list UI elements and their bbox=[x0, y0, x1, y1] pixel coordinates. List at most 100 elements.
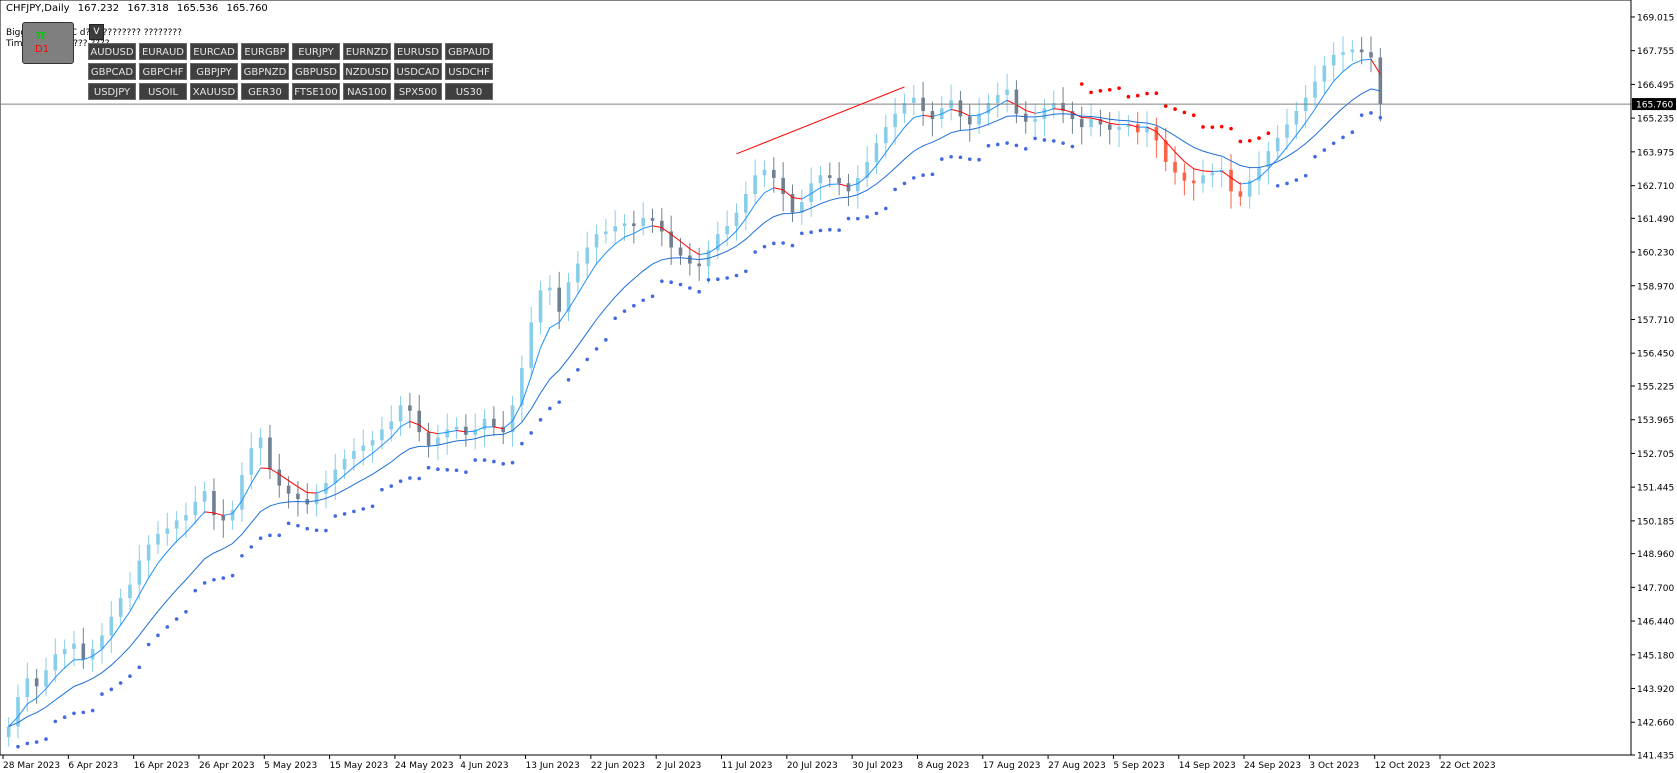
sar-dot-up bbox=[744, 269, 748, 274]
sar-dot-up bbox=[883, 206, 888, 211]
symbol-button-gbpnzd[interactable]: GBPNZD bbox=[241, 63, 289, 80]
fast-ma-segment bbox=[726, 230, 737, 241]
sar-dot-up bbox=[258, 536, 263, 541]
symbol-button-nzdusd[interactable]: NZDUSD bbox=[343, 63, 391, 80]
time-tick-label: 4 Jun 2023 bbox=[460, 761, 508, 771]
fast-ma-segment bbox=[801, 193, 812, 200]
symbol-button-euraud[interactable]: EURAUD bbox=[139, 43, 187, 60]
fast-ma-segment bbox=[1258, 168, 1269, 179]
candle-body bbox=[781, 177, 785, 194]
sar-dot-up bbox=[650, 294, 655, 299]
candle-body bbox=[482, 418, 487, 430]
sar-dot-up bbox=[286, 521, 291, 526]
fast-ma-segment bbox=[699, 252, 709, 256]
sar-dot-up bbox=[1303, 173, 1308, 178]
symbol-button-ger30[interactable]: GER30 bbox=[241, 83, 289, 100]
symbol-button-usdchf[interactable]: USDCHF bbox=[445, 63, 493, 80]
candle-body bbox=[426, 432, 431, 446]
symbol-button-eurnzd[interactable]: EURNZD bbox=[343, 43, 391, 60]
sar-dot-up bbox=[613, 316, 617, 321]
symbol-button-nas100[interactable]: NAS100 bbox=[343, 83, 391, 100]
candle-body bbox=[678, 247, 683, 256]
candle-body bbox=[1201, 175, 1205, 184]
price-tick-label: 155.225 bbox=[1637, 382, 1674, 392]
timeframe-box[interactable]: TF D1 bbox=[22, 22, 74, 64]
fast-ma-segment bbox=[558, 308, 569, 323]
close-price: 165.760 bbox=[226, 3, 268, 14]
symbol-button-spx500[interactable]: SPX500 bbox=[394, 83, 442, 100]
candle-body bbox=[464, 426, 468, 435]
symbol-button-usdcad[interactable]: USDCAD bbox=[394, 63, 442, 80]
symbol-buttons-panel: AUDUSD EURAUD EURCAD EURGBP EURJPY EURNZD EURU… bbox=[88, 43, 493, 100]
symbol-button-us30[interactable]: US30 bbox=[445, 83, 493, 100]
fast-ma-segment bbox=[568, 293, 579, 310]
symbol-button-usdjpy[interactable]: USDJPY bbox=[88, 83, 136, 100]
sar-dot-up bbox=[501, 462, 506, 466]
sar-dot-up bbox=[529, 431, 534, 435]
symbol-button-gbpchf[interactable]: GBPCHF bbox=[139, 63, 187, 80]
sar-dot-up bbox=[370, 504, 375, 509]
fast-ma-segment bbox=[17, 703, 28, 717]
symbol-button-eurusd[interactable]: EURUSD bbox=[394, 43, 442, 60]
candle-body bbox=[100, 635, 104, 649]
fast-ma-segment bbox=[465, 430, 476, 433]
candle-body bbox=[436, 437, 440, 446]
symbol-button-gbpcad[interactable]: GBPCAD bbox=[88, 63, 136, 80]
fast-ma-segment bbox=[1249, 177, 1260, 184]
fast-ma-segment bbox=[428, 431, 438, 435]
candle-body bbox=[893, 113, 897, 128]
sar-dot-up bbox=[1005, 141, 1009, 145]
sar-dot-up bbox=[1023, 147, 1028, 151]
symbol-button-audusd[interactable]: AUDUSD bbox=[88, 43, 136, 60]
candle-body bbox=[977, 113, 981, 125]
symbol-button-eurcad[interactable]: EURCAD bbox=[190, 43, 238, 60]
time-tick-label: 5 Sep 2023 bbox=[1113, 761, 1164, 771]
fast-ma-segment bbox=[1333, 71, 1344, 82]
fast-ma-segment bbox=[1100, 119, 1110, 124]
symbol-button-ftse100[interactable]: FTSE100 bbox=[292, 83, 340, 100]
fast-ma-segment bbox=[138, 577, 150, 595]
symbol-button-gbpusd[interactable]: GBPUSD bbox=[292, 63, 340, 80]
fast-ma-segment bbox=[1305, 108, 1316, 123]
candle-body bbox=[1070, 111, 1075, 120]
time-axis: 28 Mar 2023 6 Apr 2023 16 Apr 2023 26 Apr 2… bbox=[2, 755, 1496, 771]
price-tick-label: 146.440 bbox=[1637, 618, 1674, 628]
symbol-button-xauusd[interactable]: XAUUSD bbox=[190, 83, 238, 100]
timeframe-value: D1 bbox=[35, 44, 50, 55]
candle-body bbox=[184, 515, 188, 521]
candle-body bbox=[286, 485, 291, 494]
candle-body bbox=[809, 183, 813, 203]
symbol-button-usoil[interactable]: USOIL bbox=[139, 83, 187, 100]
fast-ma-segment bbox=[390, 426, 401, 438]
symbol-button-gbpaud[interactable]: GBPAUD bbox=[445, 43, 493, 60]
v-button[interactable]: V bbox=[89, 24, 104, 40]
sar-dot-up bbox=[762, 244, 767, 249]
candle-body bbox=[716, 234, 720, 251]
sar-dot-down bbox=[1098, 89, 1103, 93]
sar-dot-up bbox=[1350, 130, 1355, 135]
sar-dot-up bbox=[585, 357, 589, 362]
fast-ma-segment bbox=[530, 347, 542, 377]
fast-ma-segment bbox=[661, 227, 672, 235]
fast-ma-segment bbox=[540, 327, 551, 348]
price-tick-label: 167.755 bbox=[1637, 47, 1674, 57]
symbol-button-eurjpy[interactable]: EURJPY bbox=[292, 43, 340, 60]
candle-body bbox=[1229, 169, 1233, 192]
sar-dot-up bbox=[277, 533, 282, 538]
fast-ma-segment bbox=[708, 246, 719, 254]
fast-ma-segment bbox=[475, 426, 485, 432]
fast-ma-segment bbox=[624, 232, 635, 238]
fast-ma-segment bbox=[764, 187, 775, 194]
fast-ma-segment bbox=[1174, 151, 1185, 162]
candle-body bbox=[6, 726, 11, 738]
fast-ma-segment bbox=[1352, 59, 1362, 65]
symbol-button-eurgbp[interactable]: EURGBP bbox=[241, 43, 289, 60]
fast-ma-segment bbox=[269, 468, 280, 475]
candle-body bbox=[249, 448, 254, 475]
symbol-button-gbpjpy[interactable]: GBPJPY bbox=[190, 63, 238, 80]
sar-dot-up bbox=[72, 711, 76, 716]
open-price: 167.232 bbox=[77, 3, 120, 14]
fast-ma-segment bbox=[502, 420, 513, 430]
sar-dot-down bbox=[1201, 125, 1205, 129]
